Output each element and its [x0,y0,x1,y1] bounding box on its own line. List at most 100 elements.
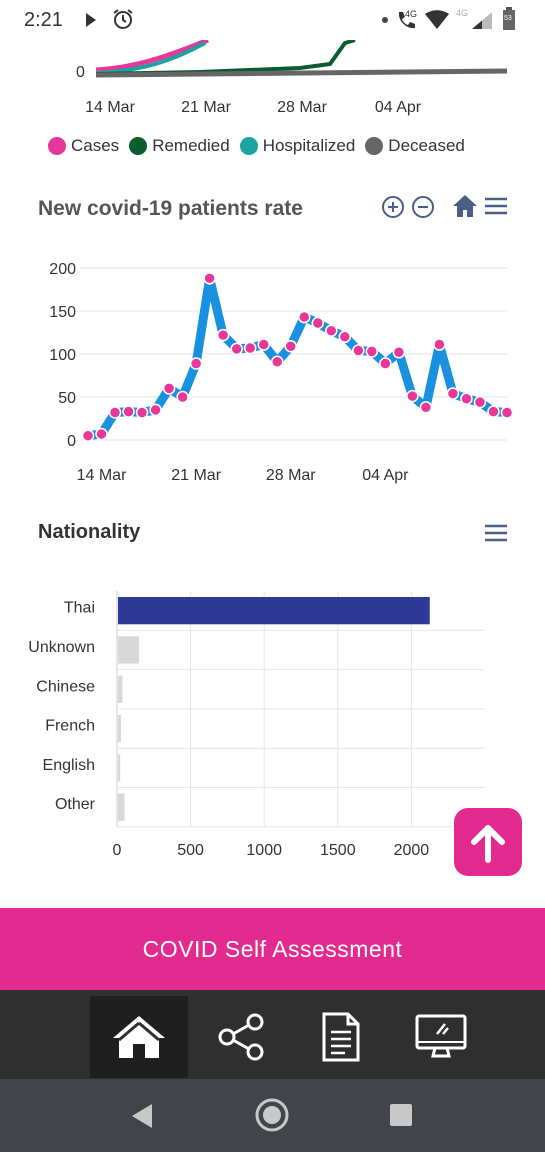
alarm-icon [113,9,133,29]
category-label: English [43,757,95,774]
nav-home[interactable] [90,996,188,1078]
series-deceased-line [95,68,508,78]
legend-item-cases[interactable]: Cases [48,136,119,156]
network-4g-label-2: 4G [456,8,469,18]
chart-title: New covid-19 patients rate [38,197,303,220]
cumulative-chart: 0 14 Mar 21 Mar 28 Mar 04 Apr [0,37,545,170]
self-assessment-label: COVID Self Assessment [142,935,403,962]
data-point [487,405,500,418]
data-point [135,406,149,419]
nav-document[interactable] [292,996,390,1078]
bar [118,675,123,703]
recents-icon[interactable] [390,1104,412,1126]
x-tick-label: 0 [113,842,122,859]
arrow-up-icon [471,825,505,863]
scroll-to-top-button[interactable] [454,808,522,876]
bottom-navigation [0,990,545,1079]
nav-monitor[interactable] [392,996,490,1078]
legend-item-remedied[interactable]: Remedied [129,136,230,156]
x-tick-label: 2000 [394,842,430,859]
data-point [433,338,446,351]
x-tick-label: 04 Apr [362,467,409,484]
share-icon [218,1013,264,1061]
data-point [473,395,487,409]
data-point [203,272,216,285]
battery-icon [503,7,515,30]
data-point [311,316,325,330]
data-point [162,382,176,395]
y-tick-label: 100 [49,347,76,364]
x-tick: 28 Mar [277,99,327,116]
legend-item-hospitalized[interactable]: Hospitalized [239,136,356,156]
data-point [243,341,257,355]
data-point [284,340,297,353]
new-patients-chart: New covid-19 patients rate 0 50 100 150 200 1… [0,180,545,500]
category-label: French [45,718,95,735]
data-point [257,338,270,351]
x-tick-label: 500 [177,842,204,859]
data-point [216,328,230,342]
y-tick: 0 [76,64,85,81]
zoom-out-icon[interactable] [411,195,435,219]
x-tick: 14 Mar [85,99,135,116]
monitor-icon [415,1014,467,1058]
bar-chart-svg: 0 500 1000 1500 2000 Thai Unknown Chinese French… [28,591,485,859]
x-tick-label: 28 Mar [266,467,316,484]
status-bar: 2:21 4G 4G 53 [0,0,545,40]
data-point [81,429,95,442]
data-point [95,427,108,441]
x-tick: 04 Apr [375,99,422,116]
y-tick-label: 50 [58,390,76,407]
legend-item-deceased[interactable]: Deceased [365,136,465,156]
data-point [500,406,514,419]
notification-dot-icon [382,17,388,23]
data-point [338,330,352,344]
data-point [122,405,135,418]
legend-marker [48,137,66,155]
data-point [108,406,122,419]
home-icon [113,1016,165,1058]
data-point [419,401,433,414]
wifi-icon [425,10,449,29]
data-point [365,345,379,358]
legend-label: Deceased [388,136,465,155]
line-chart-svg: 0 50 100 150 200 14 Mar 21 Mar 28 Mar 04 Apr [49,261,514,484]
y-tick-label: 0 [67,433,76,450]
data-point [446,387,460,400]
self-assessment-button[interactable]: COVID Self Assessment [0,908,545,990]
bar [118,793,125,821]
data-point [149,403,162,417]
chart-menu-icon[interactable] [484,196,508,216]
legend-marker [129,137,148,155]
status-time: 2:21 [24,9,63,31]
data-point [298,310,311,324]
data-point [392,346,406,359]
cumulative-chart-svg: 0 14 Mar 21 Mar 28 Mar 04 Apr [76,37,508,116]
back-icon[interactable] [130,1103,154,1129]
play-icon [86,13,96,27]
data-point [189,357,203,370]
bar [118,636,140,664]
home-circle-icon[interactable] [255,1098,289,1132]
chart-title: Nationality [38,521,141,543]
cumulative-legend: Cases Remedied Hospitalized Deceased [48,136,475,156]
data-point [230,342,243,356]
x-tick-label: 14 Mar [77,467,127,484]
category-label: Thai [64,600,95,617]
x-tick-label: 21 Mar [171,467,221,484]
call-icon [398,12,415,29]
bar [118,754,121,782]
reset-zoom-home-icon[interactable] [452,194,478,218]
data-point [176,390,189,404]
category-label: Other [55,796,96,813]
nav-share[interactable] [192,996,290,1078]
x-tick-label: 1500 [320,842,356,859]
zoom-in-icon[interactable] [381,195,405,219]
category-label: Unknown [28,639,95,656]
y-tick-label: 150 [49,304,76,321]
battery-level: 53 [504,15,512,22]
chart-menu-icon[interactable] [484,523,508,543]
legend-label: Remedied [152,136,230,155]
bar [118,714,121,743]
legend-label: Hospitalized [262,136,356,155]
